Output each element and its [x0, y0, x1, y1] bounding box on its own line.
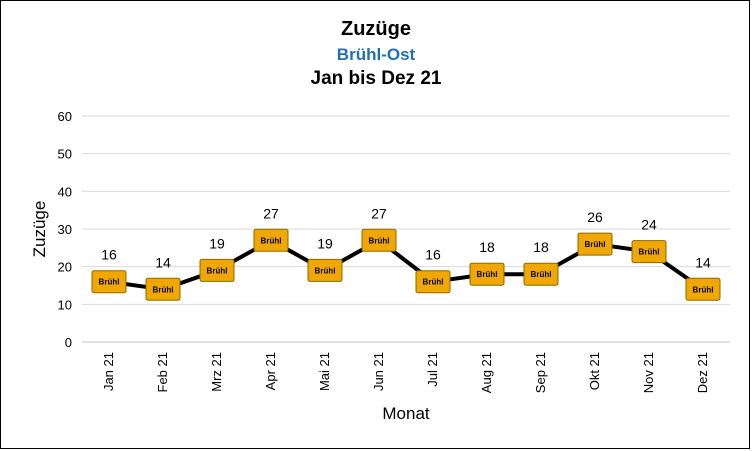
- data-point-marker: [361, 228, 397, 252]
- marker-label: Brühl: [261, 236, 282, 245]
- series-line-group: [108, 238, 705, 292]
- data-label: 16: [425, 247, 441, 263]
- y-tick-label: 0: [65, 335, 72, 350]
- data-point-marker: [523, 262, 559, 286]
- x-axis-label: Monat: [382, 404, 430, 423]
- x-tick-label: Aug 21: [479, 352, 494, 393]
- x-tick-label: Feb 21: [155, 352, 170, 392]
- x-tick-label: Jul 21: [425, 352, 440, 387]
- data-label: 19: [317, 235, 333, 251]
- data-label: 16: [101, 247, 117, 263]
- grid-lines: [82, 115, 730, 343]
- data-label: 14: [695, 254, 711, 270]
- y-tick-label: 30: [58, 222, 72, 237]
- chart-subtitle: Brühl-Ost: [336, 45, 416, 64]
- marker-label: Brühl: [99, 278, 120, 287]
- x-tick-label: Sep 21: [533, 352, 548, 393]
- marker-label: Brühl: [315, 266, 336, 275]
- marker-label: Brühl: [207, 266, 228, 275]
- x-tick-label: Dez 21: [695, 352, 710, 393]
- chart-title: Zuzüge: [341, 18, 411, 40]
- data-point-marker: [469, 262, 505, 286]
- x-tick-labels: Jan 21 Feb 21 Mrz 21 Apr 21 Mai 21 Jun 21 Jul …: [101, 352, 710, 393]
- x-tick-label: Apr 21: [263, 352, 278, 390]
- y-axis-label: Zuzüge: [30, 201, 49, 258]
- data-point-marker: [631, 240, 667, 264]
- marker-label: Brühl: [423, 278, 444, 287]
- y-tick-label: 40: [58, 184, 72, 199]
- x-tick-label: Okt 21: [587, 352, 602, 390]
- data-point-marker: [415, 270, 451, 294]
- marker-label: Brühl: [585, 240, 606, 249]
- data-point-marker: [577, 232, 613, 256]
- series-line: [108, 238, 705, 292]
- data-point-marker: [307, 258, 343, 282]
- x-tick-label: Nov 21: [641, 352, 656, 393]
- data-label-group: 16 14 19 27 19 27 16 18 18 26 24 14: [101, 205, 711, 270]
- data-point-marker: [253, 228, 289, 252]
- x-tick-label: Mai 21: [317, 352, 332, 391]
- marker-group: Brühl Brühl Brühl Brühl Brühl Brühl Brühl Brühl…: [91, 228, 721, 301]
- chart-period: Jan bis Dez 21: [310, 68, 442, 89]
- marker-label: Brühl: [477, 270, 498, 279]
- data-point-marker: [685, 277, 721, 301]
- marker-label: Brühl: [639, 248, 660, 257]
- marker-label: Brühl: [153, 285, 174, 294]
- data-point-marker: [91, 270, 127, 294]
- x-tick-label: Jun 21: [371, 352, 386, 391]
- marker-label: Brühl: [693, 285, 714, 294]
- y-tick-label: 20: [58, 260, 72, 275]
- data-label: 27: [263, 205, 279, 221]
- x-tick-label: Mrz 21: [209, 352, 224, 392]
- y-tick-labels: 0 10 20 30 40 50 60: [58, 109, 72, 350]
- x-tick-label: Jan 21: [101, 352, 116, 391]
- data-point-marker: [145, 277, 181, 301]
- marker-label: Brühl: [369, 236, 390, 245]
- y-tick-label: 10: [58, 297, 72, 312]
- y-tick-label: 60: [58, 109, 72, 124]
- data-point-marker: [199, 258, 235, 282]
- data-label: 18: [533, 239, 549, 255]
- marker-label: Brühl: [531, 270, 552, 279]
- data-label: 26: [587, 209, 603, 225]
- data-label: 19: [209, 235, 225, 251]
- data-label: 14: [155, 254, 171, 270]
- data-label: 24: [641, 217, 657, 233]
- data-label: 27: [371, 205, 387, 221]
- y-tick-label: 50: [58, 147, 72, 162]
- data-label: 18: [479, 239, 495, 255]
